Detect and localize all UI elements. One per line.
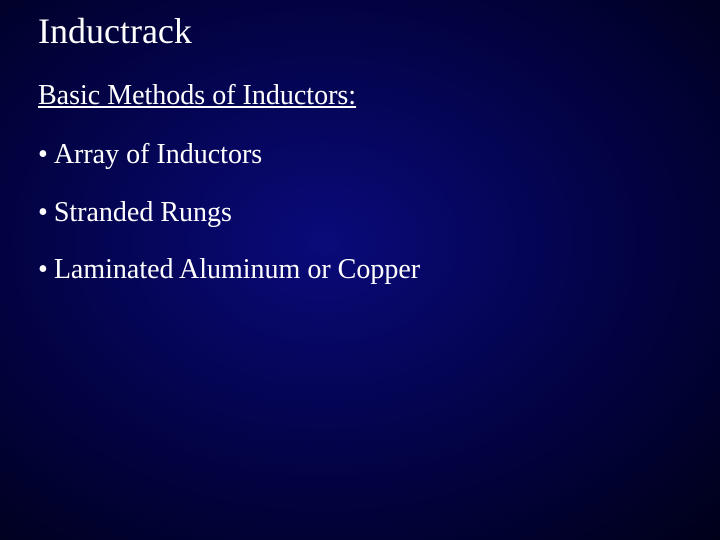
bullet-list: Array of Inductors Stranded Rungs Lamina…	[38, 138, 682, 287]
slide-title: Inductrack	[38, 10, 682, 52]
bullet-item: Stranded Rungs	[38, 196, 682, 230]
bullet-item: Laminated Aluminum or Copper	[38, 253, 682, 287]
slide-container: Inductrack Basic Methods of Inductors: A…	[0, 0, 720, 540]
bullet-item: Array of Inductors	[38, 138, 682, 172]
slide-subtitle: Basic Methods of Inductors:	[38, 80, 682, 112]
